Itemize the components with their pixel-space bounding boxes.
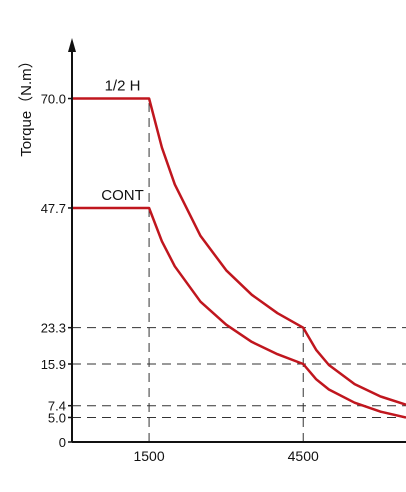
y-tick-label: 23.3: [41, 321, 66, 336]
series-lines: [72, 97, 406, 419]
series-line-1: [72, 206, 406, 419]
x-tick-label: 4500: [288, 448, 319, 464]
y-axis-title: Torque（N.m）: [18, 53, 35, 156]
series-name-label: CONT: [101, 187, 144, 204]
y-tick-label: 15.9: [41, 357, 66, 372]
y-tick-label: 47.7: [41, 201, 66, 216]
y-tick-label: 70.0: [41, 92, 66, 107]
series-labels: 1/2 H CONT: [101, 78, 144, 204]
x-tick-label: 1500: [133, 448, 164, 464]
y-tick-label: 5.0: [48, 410, 66, 425]
series-line-0: [72, 97, 406, 406]
series-name-label: 1/2 H: [105, 78, 141, 95]
guide-lines: [72, 98, 406, 442]
tick-labels: 0 5.07.4 15.9 23.3 47.7 70.0 1500 4500: [41, 92, 319, 464]
axes: [68, 38, 406, 443]
y-tick-label: 7.4: [48, 399, 66, 414]
y-axis-arrow-icon: [68, 38, 76, 52]
y-tick-label: 0: [59, 435, 66, 450]
